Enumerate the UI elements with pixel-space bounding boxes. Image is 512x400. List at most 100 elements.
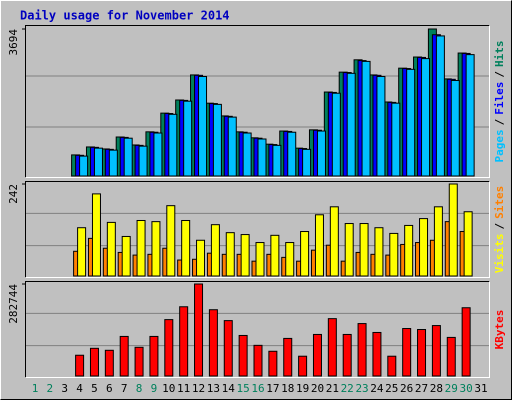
bar xyxy=(106,221,116,277)
bar xyxy=(153,132,163,177)
legend-separator: / xyxy=(493,223,506,230)
bar xyxy=(240,234,250,277)
bar xyxy=(283,337,293,377)
bar xyxy=(465,54,475,177)
bar xyxy=(77,227,87,277)
bar xyxy=(421,58,431,177)
bar xyxy=(446,336,456,377)
y-tick-label: 282744 xyxy=(7,284,20,324)
bar xyxy=(149,335,159,377)
bar xyxy=(314,214,324,277)
legend: Pages / Files / Hits xyxy=(493,41,506,163)
legend: KBytes xyxy=(493,310,506,350)
bar xyxy=(183,100,193,177)
x-tick-label: 1 xyxy=(32,382,39,395)
bar xyxy=(136,219,146,277)
bar xyxy=(406,68,416,177)
bar xyxy=(121,235,131,277)
bar xyxy=(361,60,371,177)
bar xyxy=(461,307,471,377)
panel-edge-light xyxy=(25,181,490,278)
legend-separator: / xyxy=(493,71,506,78)
bar xyxy=(268,350,278,377)
bar xyxy=(402,328,412,377)
x-tick-label: 25 xyxy=(385,382,398,395)
bar xyxy=(257,138,267,177)
x-tick-label: 9 xyxy=(151,382,158,395)
y-tick-label: 242 xyxy=(7,184,20,204)
x-tick-label: 2 xyxy=(47,382,54,395)
bar xyxy=(287,131,297,177)
bar xyxy=(253,344,263,377)
panel-edge-light xyxy=(25,25,490,178)
x-tick-label: 27 xyxy=(415,382,428,395)
legend-separator: / xyxy=(493,118,506,125)
bar xyxy=(448,183,458,277)
x-tick-label: 16 xyxy=(251,382,264,395)
bar xyxy=(208,309,218,377)
x-tick-label: 30 xyxy=(460,382,473,395)
bar xyxy=(387,355,397,377)
bar xyxy=(166,205,176,277)
bar xyxy=(298,355,308,377)
bar xyxy=(389,232,399,277)
bar xyxy=(450,79,460,177)
x-tick-label: 15 xyxy=(237,382,250,395)
bar xyxy=(151,221,161,277)
x-tick-label: 18 xyxy=(281,382,294,395)
legend-entry: Hits xyxy=(493,41,506,68)
bar xyxy=(433,206,443,277)
x-tick-label: 22 xyxy=(341,382,354,395)
bar xyxy=(372,331,382,377)
bar xyxy=(75,354,85,377)
x-tick-label: 11 xyxy=(177,382,190,395)
bar xyxy=(329,206,339,277)
bar xyxy=(285,242,295,277)
x-tick-label: 20 xyxy=(311,382,324,395)
bar xyxy=(376,76,386,177)
bar xyxy=(179,306,189,377)
x-tick-label: 4 xyxy=(76,382,83,395)
x-tick-label: 10 xyxy=(162,382,175,395)
bar xyxy=(255,242,265,277)
legend-entry: KBytes xyxy=(493,310,506,350)
x-tick-label: 31 xyxy=(474,382,487,395)
legend-entry: Pages xyxy=(493,129,506,162)
bar xyxy=(238,334,248,377)
bar xyxy=(104,349,114,377)
bar xyxy=(210,224,220,277)
x-tick-label: 12 xyxy=(192,382,205,395)
bar xyxy=(225,232,235,277)
bar xyxy=(181,219,191,277)
bar xyxy=(223,320,233,377)
x-tick-label: 3 xyxy=(61,382,68,395)
x-tick-label: 7 xyxy=(121,382,128,395)
x-tick-label: 5 xyxy=(91,382,98,395)
bar xyxy=(270,234,280,277)
bar xyxy=(89,347,99,377)
bar xyxy=(342,333,352,377)
bar xyxy=(431,325,441,377)
bar xyxy=(198,76,208,177)
bar xyxy=(419,218,429,277)
bar xyxy=(435,35,445,177)
x-tick-label: 6 xyxy=(106,382,113,395)
bar xyxy=(119,335,129,377)
bar xyxy=(123,137,133,177)
bar xyxy=(300,231,310,277)
bar xyxy=(79,155,89,177)
bar xyxy=(344,223,354,277)
x-tick-label: 8 xyxy=(136,382,143,395)
legend-entry: Sites xyxy=(493,186,506,219)
panel-edge-dark xyxy=(25,181,490,278)
bar xyxy=(93,147,103,177)
bar xyxy=(242,132,252,177)
bar xyxy=(359,223,369,277)
bar xyxy=(302,148,312,177)
chart-title: Daily usage for November 2014 xyxy=(20,9,230,23)
bar xyxy=(391,102,401,177)
x-tick-label: 17 xyxy=(266,382,279,395)
x-tick-label: 28 xyxy=(430,382,443,395)
